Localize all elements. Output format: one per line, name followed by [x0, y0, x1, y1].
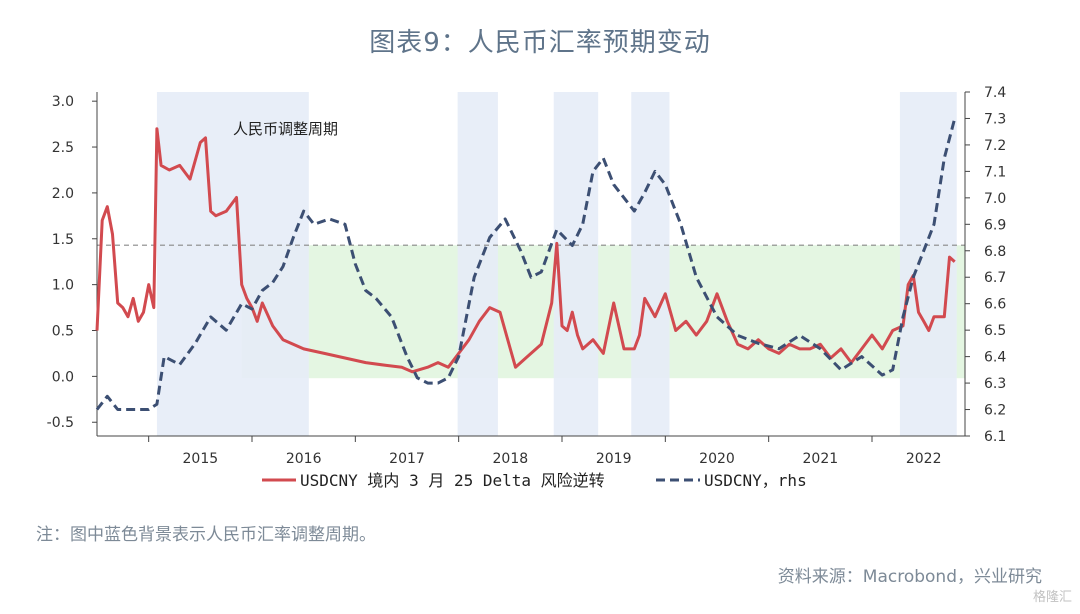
- chart-title: 图表9：人民币汇率预期变动: [369, 28, 711, 58]
- blue-period-4: [631, 92, 670, 436]
- usdcny-line: [95, 118, 957, 411]
- source-credit: 资料来源：Macrobond，兴业研究: [777, 567, 1042, 587]
- left-tick-label: 3.0: [52, 94, 74, 110]
- right-tick-label: 7.3: [984, 111, 1006, 127]
- right-tick-label: 6.7: [984, 270, 1006, 286]
- left-tick-label: 2.0: [52, 186, 74, 202]
- right-tick-label: 6.6: [984, 297, 1006, 313]
- right-tick-label: 6.4: [984, 350, 1006, 366]
- legend-delta-label: USDCNY 境内 3 月 25 Delta 风险逆转: [300, 471, 605, 490]
- left-tick-label: -0.5: [47, 415, 74, 431]
- x-tick-label: 2020: [699, 451, 735, 467]
- legend-usdcny-label: USDCNY，rhs: [704, 471, 807, 490]
- left-tick-label: 2.5: [52, 140, 74, 156]
- x-tick-label: 2022: [906, 451, 942, 467]
- annotation-label: 人民币调整周期: [233, 120, 338, 138]
- left-tick-label: 1.0: [52, 278, 74, 294]
- blue-period-1: [156, 92, 309, 436]
- right-tick-label: 7.4: [984, 85, 1006, 101]
- right-tick-label: 6.2: [984, 403, 1006, 419]
- green-band: [241, 245, 965, 379]
- right-tick-label: 6.1: [984, 429, 1006, 445]
- x-tick-label: 2021: [803, 451, 839, 467]
- blue-period-3: [553, 92, 599, 436]
- right-tick-label: 7.1: [984, 164, 1006, 180]
- right-tick-label: 6.9: [984, 217, 1006, 233]
- right-tick-label: 6.8: [984, 244, 1006, 260]
- x-tick-label: 2018: [493, 451, 529, 467]
- right-tick-label: 7.0: [984, 191, 1006, 207]
- x-tick-label: 2019: [596, 451, 632, 467]
- x-tick-label: 2016: [286, 451, 322, 467]
- right-tick-label: 6.5: [984, 323, 1006, 339]
- right-tick-label: 7.2: [984, 138, 1006, 154]
- left-tick-label: 1.5: [52, 232, 74, 248]
- x-tick-label: 2015: [183, 451, 219, 467]
- left-tick-label: 0.0: [52, 369, 74, 385]
- left-tick-label: 0.5: [52, 324, 74, 340]
- right-tick-label: 6.3: [984, 376, 1006, 392]
- watermark-logo: 格隆汇: [1032, 590, 1072, 605]
- x-tick-label: 2017: [389, 451, 425, 467]
- chart-note: 注：图中蓝色背景表示人民币汇率调整周期。: [36, 525, 376, 545]
